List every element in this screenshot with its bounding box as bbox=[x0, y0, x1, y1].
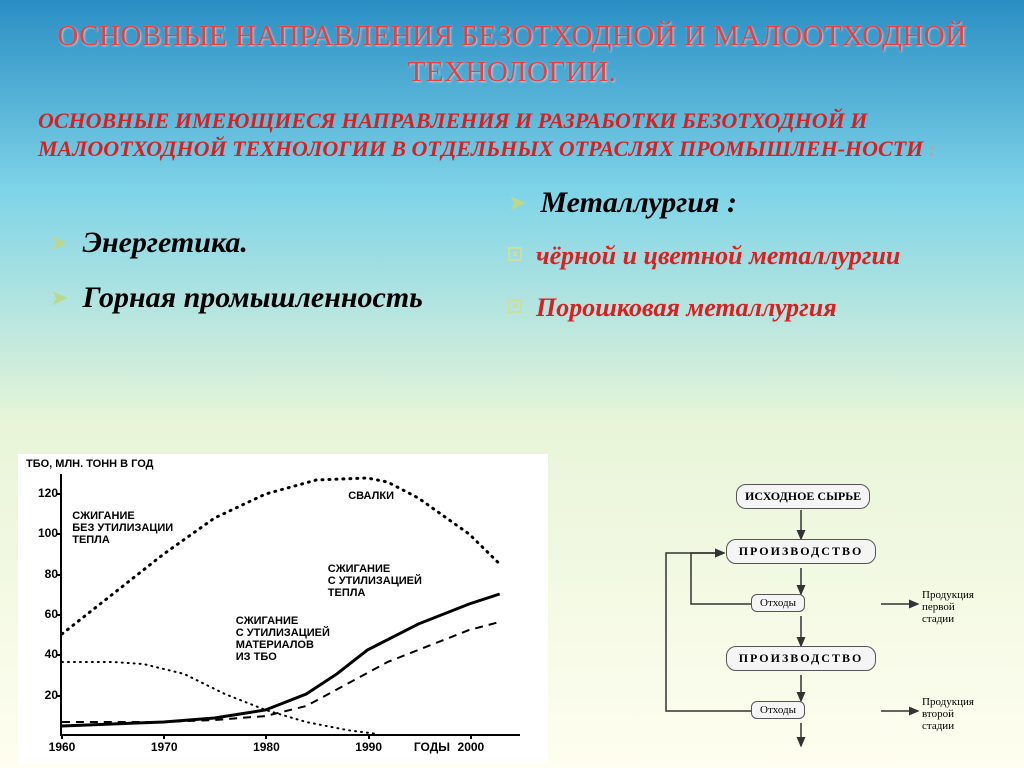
left-column: ➤ Энергетика. ➤ Горная промышленность bbox=[30, 184, 488, 343]
y-axis-label: ТБО, МЛН. ТОНН В ГОД bbox=[26, 458, 154, 470]
chevron-icon: ➤ bbox=[508, 190, 526, 216]
y-tick-label: 120 bbox=[28, 486, 58, 500]
flowchart-label: Продукциявторойстадии bbox=[922, 696, 974, 732]
x-tick-label: 1970 bbox=[151, 740, 178, 754]
x-tick-label: 1960 bbox=[49, 740, 76, 754]
tbo-chart: ТБО, МЛН. ТОНН В ГОД ГОДЫ 20406080100120… bbox=[18, 454, 548, 764]
bullet-label: чёрной и цветной металлургии bbox=[536, 239, 900, 273]
bullet-item: Порошковая металлургия bbox=[508, 291, 994, 325]
subtitle-text: ОСНОВНЫЕ ИМЕЮЩИЕСЯ НАПРАВЛЕНИЯ И РАЗРАБО… bbox=[38, 108, 923, 162]
chart-annotation: СЖИГАНИЕС УТИЛИЗАЦИЕЙТЕПЛА bbox=[328, 563, 422, 599]
y-tick-label: 60 bbox=[28, 607, 58, 621]
bullet-item: чёрной и цветной металлургии bbox=[508, 239, 994, 273]
x-tick-label: 2000 bbox=[458, 740, 485, 754]
chevron-icon: ➤ bbox=[50, 230, 68, 256]
slide-title: ОСНОВНЫЕ НАПРАВЛЕНИЯ БЕЗОТХОДНОЙ И МАЛОО… bbox=[30, 18, 994, 91]
process-flowchart: ИСХОДНОЕ СЫРЬЕ ПРОИЗВОДСТВО Отходы ПРОИЗВОД… bbox=[606, 484, 1006, 764]
chevron-icon: ➤ bbox=[50, 285, 68, 311]
chart-annotation: СВАЛКИ bbox=[348, 490, 394, 502]
flowchart-node: ПРОИЗВОДСТВО bbox=[726, 539, 876, 564]
square-icon bbox=[508, 247, 522, 261]
flowchart-node: Отходы bbox=[751, 701, 805, 719]
chart-plot-area: ГОДЫ 2040608010012019601970198019902000С… bbox=[60, 474, 520, 736]
subtitle-colon: : bbox=[923, 136, 936, 161]
bullet-item: ➤ Энергетика. bbox=[50, 224, 488, 262]
y-tick-label: 20 bbox=[28, 688, 58, 702]
bullet-label: Горная промышленность bbox=[82, 279, 422, 317]
bullet-label: Порошковая металлургия bbox=[536, 291, 837, 325]
y-tick-label: 80 bbox=[28, 567, 58, 581]
bottom-row: ТБО, МЛН. ТОНН В ГОД ГОДЫ 20406080100120… bbox=[18, 454, 1006, 764]
right-column: ➤ Металлургия : чёрной и цветной металлу… bbox=[498, 184, 994, 343]
slide-subtitle: ОСНОВНЫЕ ИМЕЮЩИЕСЯ НАПРАВЛЕНИЯ И РАЗРАБО… bbox=[38, 107, 986, 164]
x-axis-label: ГОДЫ bbox=[414, 740, 450, 754]
bullet-item: ➤ Горная промышленность bbox=[50, 279, 488, 317]
flowchart-label: Продукцияпервойстадии bbox=[922, 589, 974, 625]
flowchart-node: ПРОИЗВОДСТВО bbox=[726, 646, 876, 671]
chart-annotation: СЖИГАНИЕС УТИЛИЗАЦИЕЙМАТЕРИАЛОВИЗ ТБО bbox=[236, 615, 330, 663]
square-icon bbox=[508, 299, 522, 313]
x-tick-label: 1990 bbox=[355, 740, 382, 754]
slide: ОСНОВНЫЕ НАПРАВЛЕНИЯ БЕЗОТХОДНОЙ И МАЛОО… bbox=[0, 0, 1024, 768]
y-tick-label: 40 bbox=[28, 647, 58, 661]
x-tick-label: 1980 bbox=[253, 740, 280, 754]
y-tick-label: 100 bbox=[28, 526, 58, 540]
columns: ➤ Энергетика. ➤ Горная промышленность ➤ … bbox=[30, 184, 994, 343]
bullet-label: Энергетика. bbox=[82, 224, 247, 262]
chart-annotation: СЖИГАНИЕБЕЗ УТИЛИЗАЦИИТЕПЛА bbox=[72, 510, 173, 546]
bullet-label: Металлургия : bbox=[540, 184, 737, 222]
flowchart-node: ИСХОДНОЕ СЫРЬЕ bbox=[736, 484, 870, 509]
bullet-heading: ➤ Металлургия : bbox=[508, 184, 994, 222]
flowchart-node: Отходы bbox=[751, 594, 805, 612]
